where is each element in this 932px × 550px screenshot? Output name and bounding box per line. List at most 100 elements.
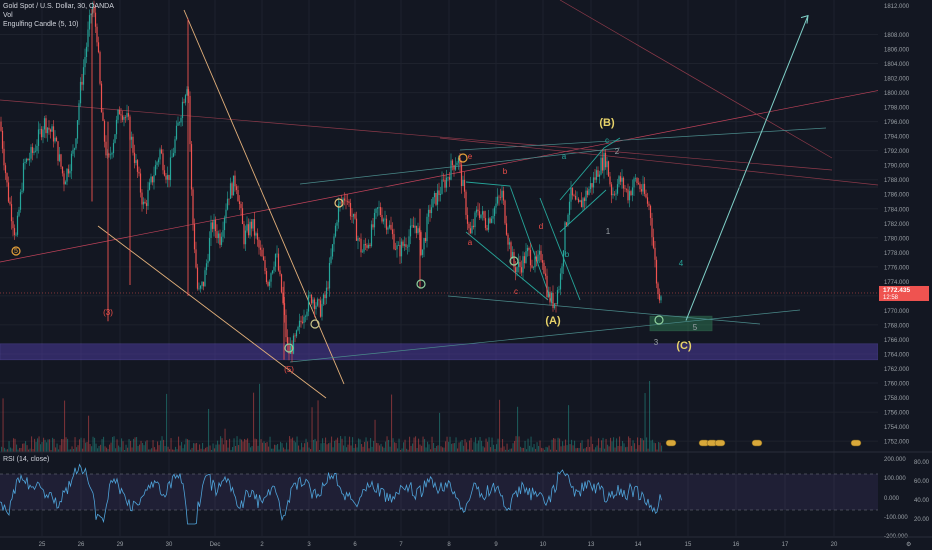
volume-bar — [488, 437, 490, 452]
wave-circle-marker[interactable] — [458, 153, 468, 163]
volume-bar — [106, 447, 108, 452]
volume-bar — [610, 437, 612, 452]
wave-circle-marker[interactable] — [416, 279, 426, 289]
candle-body — [240, 204, 242, 209]
price-tick-label: 1792.000 — [884, 149, 910, 155]
candle-body — [649, 205, 652, 218]
wave-circle-marker[interactable] — [284, 343, 294, 353]
wave-circle-marker[interactable] — [509, 256, 519, 266]
candle-body — [445, 177, 448, 188]
projection-arrow-line[interactable] — [685, 15, 809, 321]
candle-body — [145, 203, 148, 206]
mid-resistance-line[interactable] — [439, 137, 879, 186]
candle-body — [316, 299, 319, 306]
candle-body — [291, 345, 293, 354]
volume-bar — [487, 441, 489, 452]
candle-body — [361, 251, 364, 253]
candle-body — [142, 201, 145, 205]
price-axis[interactable]: 1812.000 1808.000 1806.000 1804.000 1802.000… — [878, 0, 932, 550]
volume-bar — [161, 436, 163, 452]
volume-legend[interactable]: Vol — [3, 11, 13, 20]
volume-bar — [571, 439, 573, 452]
candle-body — [460, 164, 463, 186]
volume-bar — [233, 438, 235, 452]
engulfing-marker[interactable] — [850, 439, 862, 447]
candle-body — [105, 141, 107, 156]
wave-circle-marker[interactable] — [334, 198, 344, 208]
last-price-tag[interactable] — [879, 285, 929, 301]
volume-bar — [238, 445, 240, 452]
volume-bar — [379, 445, 381, 452]
indicator-legend[interactable]: Engulfing Candle (5, 10) — [3, 20, 79, 29]
volume-bar — [640, 438, 642, 452]
lower-support-line[interactable] — [289, 309, 801, 363]
candle-body — [570, 187, 572, 202]
volume-bar — [344, 436, 346, 452]
settings-icon[interactable]: ⚙ — [906, 541, 911, 548]
wave-label: c — [605, 136, 609, 145]
candle-body — [381, 215, 383, 222]
symbol-legend[interactable]: Gold Spot / U.S. Dollar, 30, OANDA — [3, 2, 114, 11]
candle-body — [636, 178, 638, 183]
engulfing-marker[interactable] — [751, 439, 763, 447]
projection-arrow-head[interactable] — [800, 14, 809, 24]
volume-bar — [68, 449, 70, 452]
wave-b-zigzag[interactable] — [559, 137, 621, 201]
candle-body — [327, 287, 329, 289]
candle-body — [246, 224, 248, 231]
candle-body — [544, 273, 547, 276]
candle-body — [96, 26, 98, 43]
rsi-band — [0, 474, 878, 510]
corrective-zigzag-b[interactable] — [465, 231, 549, 301]
volume-bar — [626, 446, 628, 452]
candle-body — [637, 182, 640, 184]
candle-body — [643, 183, 646, 194]
wave-a-channel-line[interactable] — [539, 197, 581, 301]
volume-bar — [59, 445, 61, 452]
upper-channel-line[interactable] — [459, 127, 827, 151]
wave-markers[interactable] — [11, 153, 862, 447]
volume-bar — [433, 442, 435, 452]
wedge-upper-line[interactable] — [183, 9, 345, 385]
candle-body — [559, 273, 562, 290]
volume-bar — [653, 442, 655, 452]
volume-bar — [542, 448, 544, 452]
volume-bar — [296, 436, 298, 452]
candle-body — [469, 228, 472, 234]
falling-channel-line[interactable] — [559, 0, 833, 159]
volume-bar — [553, 438, 555, 452]
wave-circle-marker[interactable] — [310, 319, 320, 329]
candle-body — [124, 117, 127, 118]
wave-circle-marker[interactable] — [654, 315, 664, 325]
engulfing-marker[interactable] — [714, 439, 726, 447]
volume-bar — [20, 447, 22, 452]
candle-body — [592, 177, 595, 188]
candle-body — [555, 303, 557, 304]
falling-resistance-line[interactable] — [0, 99, 833, 171]
volume-bar — [289, 436, 291, 452]
candle-body — [36, 145, 38, 151]
volume-bar — [410, 445, 412, 452]
volume-bar — [197, 449, 199, 452]
candle-body — [249, 221, 251, 236]
candle-body — [466, 214, 469, 224]
wave-circle-marker[interactable] — [11, 246, 21, 256]
candle-body — [393, 234, 395, 249]
trendlines[interactable] — [0, 0, 932, 399]
candle-body — [615, 193, 617, 195]
volume-bar — [641, 438, 643, 452]
engulfing-marker[interactable] — [665, 439, 677, 447]
candle-body — [580, 200, 583, 208]
candle-body — [351, 216, 353, 217]
rising-resistance-line[interactable] — [0, 79, 932, 263]
volume-bar — [440, 446, 442, 452]
candle-body — [186, 89, 188, 96]
rsi-legend[interactable]: RSI (14, close) — [3, 455, 49, 464]
volume-bar — [118, 445, 120, 452]
volume-bar — [647, 448, 649, 452]
volume-bar — [623, 443, 625, 452]
time-axis[interactable]: 25 26 29 30 Dec 2 3 6 7 8 9 10 13 14 15 16 17 20 ⚙ — [0, 536, 932, 548]
wedge-lower-line[interactable] — [97, 225, 327, 399]
candle-body — [444, 180, 446, 188]
